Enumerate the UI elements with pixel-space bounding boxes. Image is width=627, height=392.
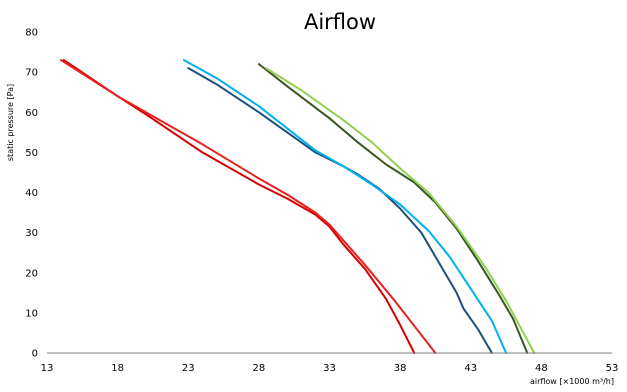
x-tick-label: 53 xyxy=(606,363,619,374)
x-tick-label: 48 xyxy=(535,363,548,374)
x-tick-label: 28 xyxy=(253,363,266,374)
series-line-3 xyxy=(187,67,493,354)
y-tick-label: 0 xyxy=(32,349,38,360)
y-tick-label: 70 xyxy=(25,68,38,79)
x-tick-label: 33 xyxy=(323,363,336,374)
x-axis-ticks: 13 18 23 28 33 38 43 48 53 xyxy=(41,363,619,374)
y-axis-ticks: 0 10 20 30 40 50 60 70 80 xyxy=(25,28,38,360)
x-tick-label: 23 xyxy=(182,363,195,374)
x-tick-label: 38 xyxy=(394,363,407,374)
series-line-4 xyxy=(183,59,508,354)
y-axis-title: static pressure [Pa] xyxy=(6,84,15,161)
y-tick-label: 80 xyxy=(25,28,38,39)
y-tick-label: 40 xyxy=(25,188,38,199)
x-tick-label: 13 xyxy=(41,363,54,374)
series-line-5 xyxy=(257,63,529,354)
x-axis-title: airflow [×1000 m³/h] xyxy=(530,377,614,386)
y-tick-label: 60 xyxy=(25,108,38,119)
series-line-6 xyxy=(264,67,536,354)
series-line-1 xyxy=(62,59,416,354)
y-tick-label: 10 xyxy=(25,308,38,319)
series-line-2 xyxy=(60,59,437,354)
y-tick-label: 20 xyxy=(25,268,38,279)
x-tick-label: 43 xyxy=(464,363,477,374)
y-tick-label: 50 xyxy=(25,148,38,159)
chart-title: Airflow xyxy=(304,10,376,34)
x-tick-label: 18 xyxy=(111,363,124,374)
y-tick-label: 30 xyxy=(25,228,38,239)
series-layer xyxy=(60,59,536,354)
